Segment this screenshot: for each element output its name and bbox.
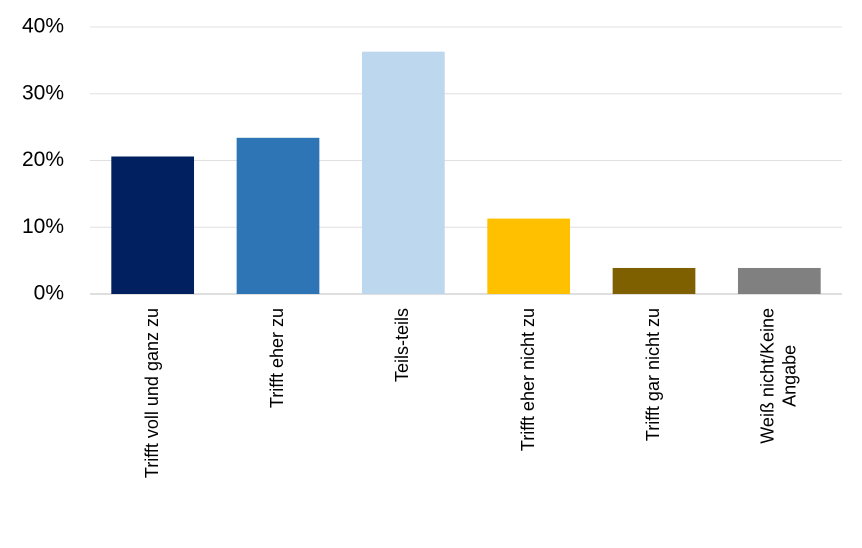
bar bbox=[111, 156, 195, 294]
bar bbox=[612, 267, 696, 294]
x-tick-label: Trifft eher zu bbox=[267, 308, 288, 409]
x-tick-label: Weiß nicht/Keine Angabe bbox=[757, 308, 800, 444]
x-tick-label: Trifft eher nicht zu bbox=[517, 308, 538, 452]
y-tick-label: 20% bbox=[22, 148, 64, 171]
y-tick-label: 30% bbox=[22, 81, 64, 104]
y-tick-label: 0% bbox=[34, 282, 64, 305]
bar bbox=[737, 267, 821, 294]
x-tick-label: Teils-teils bbox=[392, 308, 413, 383]
bar bbox=[236, 137, 320, 294]
x-tick-label: Trifft voll und ganz zu bbox=[141, 308, 162, 479]
bar bbox=[361, 51, 445, 295]
bar bbox=[487, 218, 571, 294]
y-tick-label: 10% bbox=[22, 215, 64, 238]
x-tick-label: Trifft gar nicht zu bbox=[643, 308, 664, 442]
y-tick-label: 40% bbox=[22, 15, 64, 38]
